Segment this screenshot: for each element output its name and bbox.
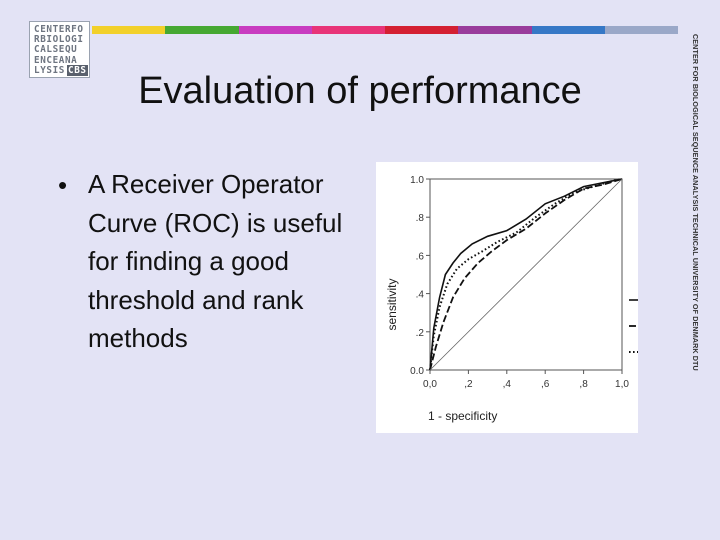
- x-tick-label: ,6: [541, 379, 550, 390]
- x-tick-label: 0,0: [423, 379, 437, 390]
- color-bar-segment: [311, 26, 385, 34]
- logo-line-3: CALSEQU: [34, 44, 78, 56]
- y-tick-label: .6: [416, 251, 425, 262]
- roc-chart: 0,0 ,2 ,4 ,6 ,8 1,0 0.0 .2 .4 .6 .8 1.0 1 - specific…: [376, 162, 638, 433]
- color-bar-segment: [458, 26, 532, 34]
- y-tick-label: 0.0: [410, 366, 424, 377]
- x-tick-label: 1,0: [615, 379, 629, 390]
- x-tick-label: ,2: [464, 379, 473, 390]
- color-bar-segment: [385, 26, 459, 34]
- plot-frame: [429, 178, 623, 371]
- y-tick-label: .2: [416, 328, 425, 339]
- logo-line-1: CENTERFO: [34, 24, 84, 35]
- bullet-marker: •: [58, 170, 68, 200]
- color-bar-segment: [531, 26, 605, 34]
- color-bar: [92, 26, 678, 34]
- cbs-logo: CENTERFO RBIOLOGI CALSEQU ENCEANA LYSIS C…: [29, 21, 90, 78]
- side-text: CENTER FOR BIOLOGICAL SEQUENCE ANALYSIS …: [691, 34, 700, 371]
- logo-line-5-text: LYSIS: [34, 64, 65, 76]
- bullet-text: A Receiver Operator Curve (ROC) is usefu…: [88, 169, 343, 353]
- y-tick-label: 1.0: [410, 175, 424, 186]
- color-bar-segment: [604, 26, 678, 34]
- roc-series-line-solid: [429, 178, 623, 371]
- roc-series-line-thin: [429, 178, 623, 371]
- logo-line-4: ENCEANA: [34, 54, 78, 66]
- y-tick-label: .8: [416, 213, 425, 224]
- y-axis-label: sensitivity: [385, 278, 399, 330]
- logo-line-2: RBIOLOGI: [34, 34, 84, 46]
- slide-title: Evaluation of performance: [138, 70, 582, 112]
- x-tick-label: ,8: [579, 379, 588, 390]
- color-bar-segment: [238, 26, 312, 34]
- color-bar-segment: [92, 26, 166, 34]
- roc-chart-svg: 0,0 ,2 ,4 ,6 ,8 1,0 0.0 .2 .4 .6 .8 1.0 1 - specific…: [385, 175, 638, 423]
- color-bar-segment: [165, 26, 239, 34]
- x-tick-label: ,4: [503, 379, 512, 390]
- y-tick-label: .4: [416, 290, 425, 301]
- x-axis-label: 1 - specificity: [428, 409, 497, 423]
- logo-badge: CBS: [67, 64, 88, 76]
- logo-line-5: LYSIS CBS: [34, 64, 88, 76]
